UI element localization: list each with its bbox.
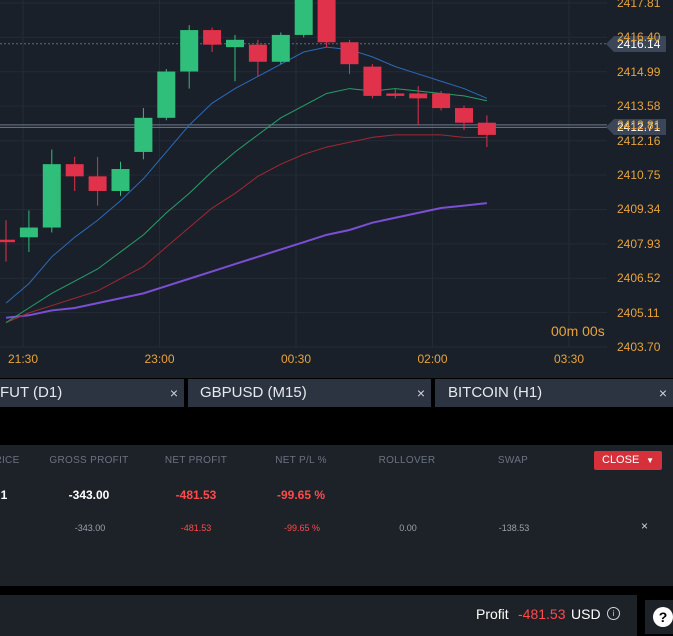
current-price-tag: 2416.14 <box>605 35 667 52</box>
chart-tabs: FUT (D1) × GBPUSD (M15) × BITCOIN (H1) × <box>0 378 673 410</box>
tab-fut[interactable]: FUT (D1) × <box>0 379 184 407</box>
row-net-profit: -481.53 <box>180 523 212 533</box>
candle-body <box>19 227 38 238</box>
col-swap-header[interactable]: SWAP <box>497 455 529 466</box>
bid-price-tag: 2412.71 <box>605 119 667 136</box>
time-axis-label: 00:30 <box>280 352 312 366</box>
status-bar <box>0 595 637 636</box>
price-chart[interactable]: 2416.14 2412.71 00m 00s 2417.81 2416.40 24… <box>0 0 673 378</box>
ma-purple-line <box>5 202 488 319</box>
ma-green-line <box>5 88 488 324</box>
price-axis-label: 2413.58 <box>617 99 661 114</box>
close-icon[interactable]: × <box>169 385 178 401</box>
col-gross-profit-header[interactable]: GROSS PROFIT <box>49 455 129 466</box>
candle-body <box>134 117 153 152</box>
info-icon[interactable]: i <box>607 607 620 620</box>
price-axis-label: 2416.40 <box>617 30 661 45</box>
time-axis-label: 21:30 <box>7 352 39 366</box>
candle-body <box>157 71 176 118</box>
price-axis-label: 2412.81 <box>617 117 661 132</box>
help-button[interactable]: ? <box>645 600 673 634</box>
col-net-profit-header[interactable]: NET PROFIT <box>164 455 228 466</box>
close-button-label: CLOSE <box>602 454 640 466</box>
summary-net-profit: -481.53 <box>175 488 217 502</box>
row-gross-profit: -343.00 <box>74 523 106 533</box>
candle-body <box>340 42 359 65</box>
price-axis-label: 2406.52 <box>617 271 661 286</box>
col-net-pl-header[interactable]: NET P/L % <box>275 455 327 466</box>
candle-countdown: 00m 00s <box>551 323 605 339</box>
candle-body <box>317 0 336 43</box>
candle-body <box>88 176 107 191</box>
profit-value: -481.53 <box>518 606 566 622</box>
tab-label: GBPUSD (M15) <box>200 384 307 401</box>
price-axis-label: 2414.99 <box>617 64 661 79</box>
price-axis-label: 2403.70 <box>617 340 661 354</box>
chevron-down-icon: ▼ <box>646 456 654 465</box>
candle-body <box>271 34 290 62</box>
close-icon[interactable]: × <box>416 385 425 401</box>
profit-label: Profit <box>476 606 509 622</box>
candle-body <box>203 30 222 45</box>
candle-body <box>111 169 130 191</box>
close-all-button[interactable]: CLOSE ▼ <box>594 451 662 470</box>
ma-red-line <box>5 134 487 324</box>
price-axis-label: 2409.34 <box>617 202 661 217</box>
summary-net-pl: -99.65 % <box>276 488 326 502</box>
time-axis-label: 23:00 <box>144 352 175 366</box>
ma-blue-line <box>5 46 488 304</box>
price-axis-label: 2405.11 <box>617 305 660 320</box>
row-swap: -138.53 <box>498 523 530 533</box>
candle-body <box>477 122 496 135</box>
col-rollover-header[interactable]: ROLLOVER <box>378 455 436 466</box>
help-icon: ? <box>653 607 673 627</box>
summary-gross-profit: -343.00 <box>68 488 110 502</box>
candle-body <box>248 44 267 62</box>
positions-table <box>0 445 673 586</box>
candle-body <box>455 108 473 123</box>
time-axis-label: 03:30 <box>553 352 585 366</box>
candle-body <box>386 93 405 96</box>
summary-price: 1 <box>0 488 8 502</box>
candle-body <box>180 30 199 72</box>
candle-body <box>363 66 382 96</box>
price-axis-label: 2412.16 <box>617 133 661 148</box>
candle-body <box>294 0 313 35</box>
tab-gbpusd[interactable]: GBPUSD (M15) × <box>188 379 431 407</box>
price-axis-label: 2407.93 <box>617 236 661 251</box>
close-position-icon[interactable]: × <box>641 519 649 533</box>
chart-canvas[interactable] <box>0 0 673 378</box>
close-icon[interactable]: × <box>658 385 667 401</box>
row-rollover: 0.00 <box>399 523 417 533</box>
candle-body <box>226 39 244 48</box>
candle-body <box>0 239 15 243</box>
tab-bitcoin[interactable]: BITCOIN (H1) × <box>435 379 673 407</box>
tab-label: BITCOIN (H1) <box>448 384 543 401</box>
candle-body <box>42 164 61 228</box>
time-axis-label: 02:00 <box>417 352 448 366</box>
candle-body <box>432 93 451 109</box>
col-price-header[interactable]: RICE <box>0 455 20 466</box>
candle-body <box>409 93 428 99</box>
price-axis-label: 2410.75 <box>617 168 661 183</box>
price-axis-label: 2417.81 <box>617 0 661 10</box>
profit-currency: USD <box>571 606 601 622</box>
candle-body <box>65 164 84 177</box>
tab-label: FUT (D1) <box>0 384 63 401</box>
row-net-pl: -99.65 % <box>283 523 321 533</box>
